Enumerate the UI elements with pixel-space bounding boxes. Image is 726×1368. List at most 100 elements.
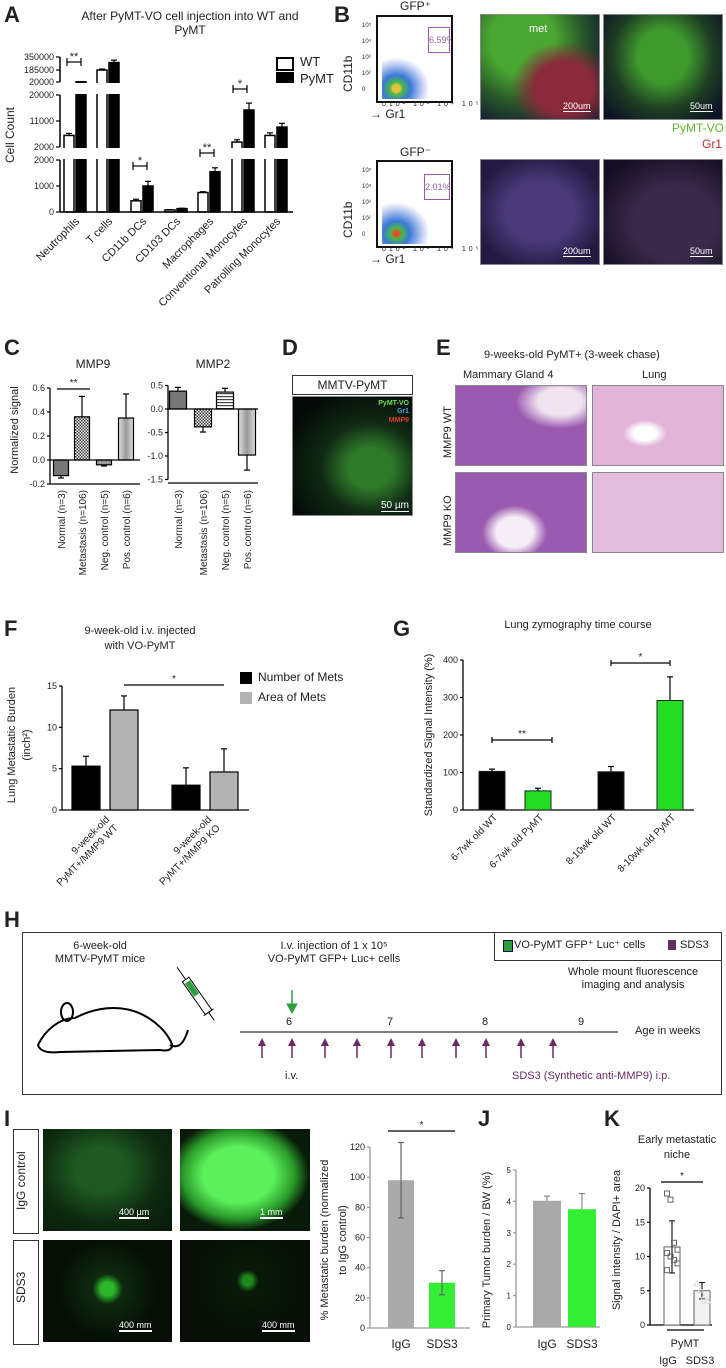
x-tick-label: Metastasis (n=106) xyxy=(199,490,210,575)
chart-title: MMP9 xyxy=(76,357,111,371)
data-point xyxy=(700,1293,708,1301)
y-axis-label: Cell Count xyxy=(3,106,17,163)
y-tick-label: 5 xyxy=(640,1286,645,1296)
histology-mg-wt xyxy=(455,385,587,466)
i-row-label-box xyxy=(13,1129,39,1234)
y-tick-label: 1000 xyxy=(34,181,54,191)
x-tick-label: IgG xyxy=(391,1337,410,1351)
y-tick-label: 100 xyxy=(443,768,458,778)
chart-a-title: After PyMT-VO cell injection into WT and… xyxy=(81,9,299,37)
y-tick-label: 20000 xyxy=(29,77,54,87)
flow-title-gfp-pos: GFP⁺ xyxy=(400,0,432,13)
sds3-note: SDS3 (Synthetic anti-MMP9) i.p. xyxy=(512,1070,671,1082)
bar-wt xyxy=(63,134,75,213)
flow-xlabel: → Gr1 xyxy=(370,107,406,121)
bar-wt xyxy=(264,134,276,213)
y-tick-label: 0.6 xyxy=(32,383,45,393)
axis-break xyxy=(50,83,300,94)
legend-wt: WT xyxy=(300,54,321,69)
x-tick-label: Pos. control (n=6) xyxy=(122,490,133,569)
panel-label-g: G xyxy=(393,616,411,641)
injection-label: I.v. injection of 1 x 10⁵ VO-PyMT GFP+ Lu… xyxy=(267,940,401,965)
bar-pymt xyxy=(209,170,221,213)
x-tick-label: IgG xyxy=(537,1337,556,1351)
scale-bar: 50um xyxy=(690,101,713,113)
group-label: PyMT xyxy=(671,1338,700,1350)
legend-swatch-sds3 xyxy=(668,940,676,950)
y-tick-label: 2000 xyxy=(34,155,54,165)
flow-x-ticks: 010² 10³ 10⁴ 10⁵ xyxy=(382,246,482,253)
sds3-arrowhead-icon xyxy=(387,1038,395,1046)
y-axis-label: Standardized Signal Intensity (%) xyxy=(423,654,435,817)
histology-lung-wt xyxy=(592,385,724,466)
data-point xyxy=(667,1196,674,1203)
bar xyxy=(524,790,552,811)
sds3-arrowhead-icon xyxy=(482,1038,490,1046)
significance-label: ** xyxy=(70,51,79,63)
sds3-arrowhead-icon xyxy=(288,1038,296,1046)
fluorescence-igg-1: 400 µm xyxy=(43,1129,172,1231)
d-legend: PyMT-VO Gr1 MMP9 xyxy=(378,400,409,424)
bar-pymt xyxy=(276,126,288,213)
bar-wt xyxy=(130,200,142,213)
legend-pymt-vo: PyMT-VO xyxy=(672,121,725,135)
sds3-arrowhead-icon xyxy=(418,1038,426,1046)
d-title: MMTV-PyMT xyxy=(292,375,413,395)
legend-swatch-cells xyxy=(503,940,513,952)
bar xyxy=(533,1200,561,1327)
y-tick-label: 11000 xyxy=(30,116,54,126)
x-tick-label: 8-10wk old WT xyxy=(564,812,619,867)
fluorescence-igg-2: 1 mm xyxy=(180,1129,310,1231)
scale-bar: 200um xyxy=(563,246,591,258)
imaging-label: Whole mount fluorescence imaging and anal… xyxy=(567,966,699,991)
data-point xyxy=(664,1267,670,1274)
y-tick-label: 1 xyxy=(507,1292,512,1301)
y-tick-label: 20000 xyxy=(29,90,54,100)
data-point xyxy=(696,1286,705,1294)
significance-label: * xyxy=(138,155,143,167)
sds3-dose-arrows xyxy=(258,1038,557,1058)
bar-pymt xyxy=(243,109,255,213)
h-legend-box xyxy=(494,932,722,961)
flow-xlabel: → Gr1 xyxy=(370,252,406,266)
gate-gfp-pos: 6.59% xyxy=(428,27,451,53)
y-tick-label: 5 xyxy=(52,764,57,774)
x-tick-label: Neg. control (n=5) xyxy=(221,490,232,570)
y-tick-label: -1.0 xyxy=(147,451,163,461)
panel-label-j: J xyxy=(478,1106,491,1131)
met-label: met xyxy=(529,23,548,35)
fluorescence-sds3-2: 400 mm xyxy=(180,1240,310,1342)
syringe-icon xyxy=(176,966,215,1021)
micrograph-gfp-neg-200um: 200um xyxy=(480,159,600,265)
data-point xyxy=(693,1279,701,1287)
panel-label-e: E xyxy=(436,335,451,360)
e-col-mammary: Mammary Gland 4 xyxy=(463,369,554,381)
flow-y-ticks: 10⁵ 10⁴ 10³ 10² 0 xyxy=(362,23,372,93)
bar xyxy=(656,700,684,811)
bar xyxy=(117,417,135,461)
mouse-icon xyxy=(36,1002,189,1054)
scale-bar: 1 mm xyxy=(260,1207,283,1220)
x-tick-label: Neg. control (n=5) xyxy=(100,490,111,570)
legend-sds3: SDS3 xyxy=(680,939,709,951)
y-tick-label: 300 xyxy=(443,693,458,703)
x-tick-label: SDS3 xyxy=(566,1337,598,1351)
y-tick-label: 2 xyxy=(507,1260,512,1269)
sds3-arrowhead-icon xyxy=(517,1038,525,1046)
sds3-arrowhead-icon xyxy=(321,1038,329,1046)
bar xyxy=(193,408,213,428)
y-tick-label: 0 xyxy=(507,1323,512,1332)
y-tick-label: 0.4 xyxy=(32,407,45,417)
panel-label-a: A xyxy=(4,2,20,27)
scale-bar: 200um xyxy=(563,101,591,113)
x-tick-label: Neutrophils xyxy=(34,215,82,263)
y-tick-label: 3 xyxy=(507,1229,512,1238)
y-tick-label: 200 xyxy=(443,730,458,740)
y-tick-label: 350000 xyxy=(24,52,54,62)
week-8: 8 xyxy=(482,1016,489,1028)
significance-label: ** xyxy=(518,729,526,740)
y-tick-label: 5 xyxy=(507,1166,512,1175)
y-tick-label: 0 xyxy=(49,207,54,217)
panel-label-b: B xyxy=(334,2,350,27)
